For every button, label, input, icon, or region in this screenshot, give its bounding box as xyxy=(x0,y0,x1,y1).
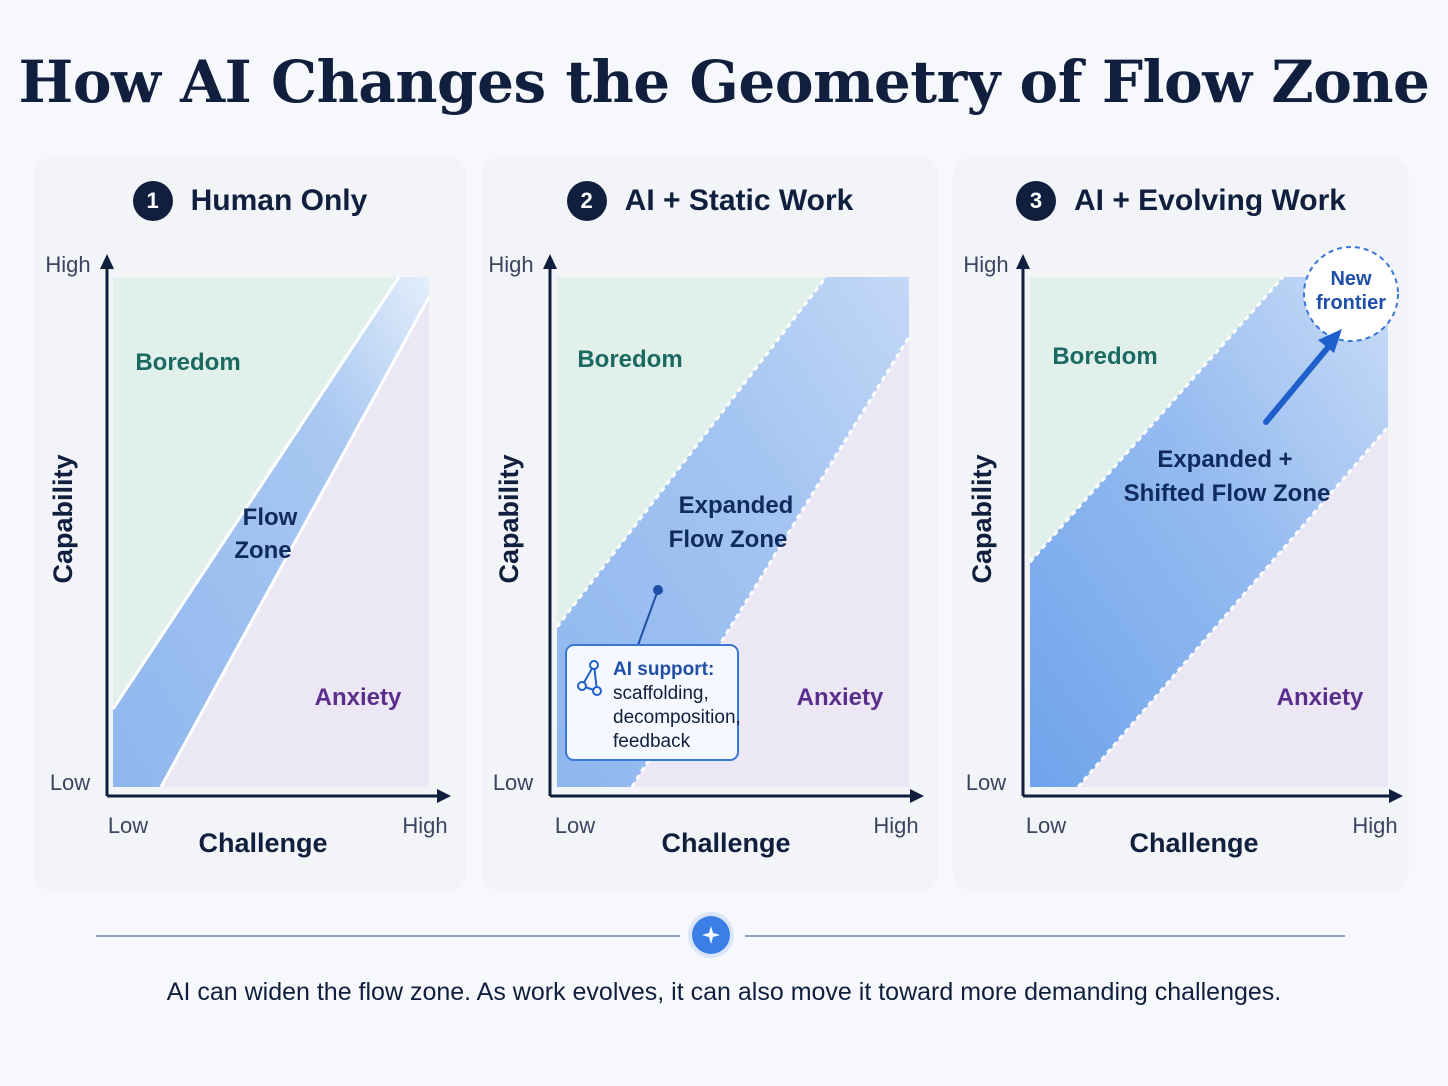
panel-title: AI + Evolving Work xyxy=(1073,184,1346,217)
panel-title: Human Only xyxy=(190,184,368,217)
panel-ai-evolving-work: 3 AI + Evolving Work High Low Low High C… xyxy=(953,157,1409,891)
y-axis-arrow xyxy=(543,254,557,269)
x-axis-title: Challenge xyxy=(198,828,327,858)
flow-boundary-upper xyxy=(1028,276,1285,563)
panel-header: 2 AI + Static Work xyxy=(482,179,938,223)
ai-support-callout: AI support: scaffolding, decomposition, … xyxy=(565,644,741,761)
y-low-label: Low xyxy=(966,770,1006,795)
y-low-label: Low xyxy=(493,770,533,795)
anxiety-label: Anxiety xyxy=(797,684,884,711)
x-low-label: Low xyxy=(108,813,148,838)
panel-ai-static-work: 2 AI + Static Work High Low Low High Cha… xyxy=(482,157,938,891)
y-axis-title: Capability xyxy=(48,454,78,583)
panel-header: 1 Human Only xyxy=(34,179,466,223)
callout-line: decomposition, xyxy=(613,707,741,728)
flow-boundary-upper xyxy=(555,276,828,628)
flow-zone-label-line1: Expanded + xyxy=(1157,446,1292,473)
step-number-badge: 3 xyxy=(1015,181,1056,221)
expanded-shifted-flow-zone-band xyxy=(1030,277,1388,787)
step-number-badge: 1 xyxy=(132,181,173,221)
x-axis-title: Challenge xyxy=(661,828,790,858)
flow-zone-label-line2: Zone xyxy=(234,537,291,564)
y-axis-title: Capability xyxy=(494,454,524,583)
flow-zone-band xyxy=(113,277,429,787)
x-high-label: High xyxy=(1352,813,1397,838)
divider-line-right xyxy=(745,935,1345,937)
y-axis-arrow xyxy=(1016,254,1030,269)
summary-caption: AI can widen the flow zone. As work evol… xyxy=(166,978,1282,1006)
flow-zone-label-line1: Flow xyxy=(243,504,298,531)
x-axis-arrow xyxy=(910,789,924,803)
flow-diagram-ai-evolving: High Low Low High Challenge Capability B… xyxy=(963,246,1403,858)
x-axis-arrow xyxy=(1389,789,1403,803)
flow-boundary-lower xyxy=(630,336,911,788)
y-low-label: Low xyxy=(50,770,90,795)
sparkle-icon xyxy=(692,916,730,954)
callout-anchor-dot xyxy=(653,585,663,595)
x-axis-arrow xyxy=(437,789,451,803)
boredom-label: Boredom xyxy=(1052,343,1157,370)
boredom-label: Boredom xyxy=(135,349,240,376)
callout-line: scaffolding, xyxy=(613,683,709,704)
x-low-label: Low xyxy=(555,813,595,838)
flow-boundary-upper xyxy=(111,276,401,710)
flow-zone-label-line2: Flow Zone xyxy=(669,526,788,553)
flow-boundary-lower xyxy=(1076,426,1390,788)
panel-human-only: 1 Human Only High Low Low High Challenge… xyxy=(34,157,466,891)
anxiety-label: Anxiety xyxy=(315,684,402,711)
new-frontier-label-line1: New xyxy=(1330,268,1372,290)
callout-line: feedback xyxy=(613,731,691,752)
y-high-label: High xyxy=(963,252,1008,277)
flow-zone-label-line2: Shifted Flow Zone xyxy=(1124,480,1331,507)
boredom-label: Boredom xyxy=(577,346,682,373)
x-low-label: Low xyxy=(1026,813,1066,838)
network-icon xyxy=(577,660,602,696)
y-axis-arrow xyxy=(100,254,114,269)
flow-diagram-ai-static: High Low Low High Challenge Capability B… xyxy=(488,252,924,858)
shift-arrow-icon xyxy=(1263,329,1342,425)
callout-leader-line xyxy=(637,589,659,646)
x-axis-title: Challenge xyxy=(1129,828,1258,858)
panel-header: 3 AI + Evolving Work xyxy=(953,179,1409,223)
step-number-badge: 2 xyxy=(566,181,607,221)
x-high-label: High xyxy=(873,813,918,838)
y-high-label: High xyxy=(488,252,533,277)
callout-title: AI support: xyxy=(613,659,714,680)
anxiety-label: Anxiety xyxy=(1277,684,1364,711)
new-frontier-label-line2: frontier xyxy=(1316,292,1386,314)
flow-diagram-human-only: High Low Low High Challenge Capability B… xyxy=(45,252,451,858)
x-high-label: High xyxy=(402,813,447,838)
y-axis-title: Capability xyxy=(967,454,997,583)
new-frontier-circle xyxy=(1303,246,1399,342)
y-high-label: High xyxy=(45,252,90,277)
flow-boundary-lower xyxy=(159,296,431,788)
divider-line-left xyxy=(96,935,680,937)
flow-zone-label-line1: Expanded xyxy=(679,492,794,519)
panel-title: AI + Static Work xyxy=(624,184,854,217)
page-title: How AI Changes the Geometry of Flow Zone xyxy=(18,48,1430,116)
